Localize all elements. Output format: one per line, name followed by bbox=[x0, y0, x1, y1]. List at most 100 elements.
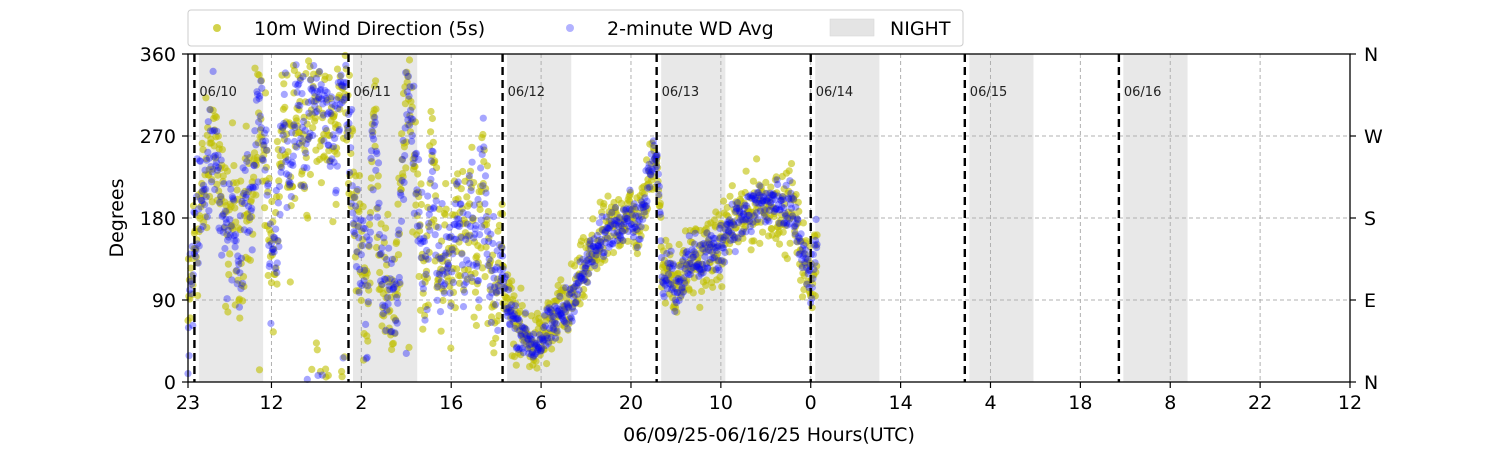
scatter-point bbox=[514, 314, 522, 322]
scatter-point bbox=[332, 200, 340, 208]
scatter-point bbox=[211, 126, 219, 134]
scatter-point bbox=[370, 113, 378, 121]
scatter-point bbox=[608, 239, 616, 248]
scatter-point bbox=[777, 196, 785, 205]
scatter-point bbox=[445, 233, 453, 241]
scatter-point bbox=[331, 134, 339, 142]
scatter-point bbox=[537, 346, 545, 354]
scatter-point bbox=[563, 299, 571, 308]
scatter-point bbox=[294, 101, 302, 109]
scatter-point bbox=[366, 209, 375, 217]
scatter-point bbox=[667, 259, 675, 267]
scatter-point bbox=[742, 167, 750, 175]
scatter-point bbox=[513, 343, 521, 351]
scatter-point bbox=[409, 159, 417, 167]
scatter-point bbox=[411, 154, 419, 162]
scatter-point bbox=[365, 236, 373, 244]
scatter-point bbox=[604, 192, 612, 200]
scatter-point bbox=[372, 243, 381, 252]
scatter-point bbox=[391, 330, 399, 338]
scatter-point bbox=[555, 336, 564, 344]
scatter-point bbox=[507, 308, 515, 316]
scatter-point bbox=[662, 277, 670, 285]
scatter-point bbox=[282, 153, 290, 161]
scatter-point bbox=[543, 360, 551, 368]
scatter-point bbox=[296, 102, 304, 110]
scatter-point bbox=[611, 217, 619, 225]
scatter-point bbox=[621, 213, 629, 221]
scatter-point bbox=[601, 256, 609, 264]
scatter-point bbox=[423, 246, 431, 254]
scatter-point bbox=[730, 218, 738, 226]
scatter-point bbox=[586, 240, 594, 248]
scatter-point bbox=[228, 193, 236, 201]
scatter-point bbox=[666, 251, 674, 259]
scatter-point bbox=[704, 246, 713, 254]
scatter-point bbox=[373, 213, 381, 221]
scatter-point bbox=[380, 238, 388, 246]
scatter-point bbox=[446, 282, 454, 290]
scatter-point bbox=[444, 261, 453, 270]
scatter-point bbox=[466, 167, 475, 175]
scatter-point bbox=[274, 146, 282, 154]
scatter-point bbox=[593, 265, 601, 273]
scatter-point bbox=[456, 220, 464, 228]
scatter-point bbox=[711, 234, 719, 243]
scatter-point bbox=[726, 236, 735, 245]
scatter-point bbox=[241, 166, 249, 174]
scatter-point bbox=[224, 260, 232, 268]
scatter-point bbox=[785, 220, 793, 228]
scatter-point bbox=[252, 96, 261, 104]
scatter-point bbox=[457, 200, 465, 208]
scatter-point bbox=[476, 145, 484, 153]
scatter-point bbox=[489, 213, 498, 221]
scatter-point bbox=[258, 133, 266, 141]
scatter-point bbox=[405, 92, 413, 100]
scatter-point bbox=[202, 94, 210, 102]
scatter-point bbox=[221, 244, 229, 253]
scatter-point bbox=[811, 292, 819, 300]
scatter-point bbox=[480, 237, 488, 245]
scatter-point bbox=[394, 299, 402, 307]
scatter-point bbox=[216, 227, 224, 235]
scatter-point bbox=[447, 299, 455, 307]
scatter-point bbox=[284, 148, 292, 156]
scatter-point bbox=[471, 269, 479, 277]
scatter-point bbox=[455, 215, 463, 223]
scatter-point bbox=[719, 244, 728, 252]
scatter-point bbox=[224, 227, 232, 235]
scatter-point bbox=[219, 172, 227, 180]
scatter-point bbox=[397, 191, 405, 199]
scatter-point bbox=[427, 107, 435, 116]
scatter-point bbox=[380, 275, 388, 283]
scatter-point bbox=[532, 350, 540, 358]
scatter-point bbox=[366, 213, 374, 221]
scatter-point bbox=[242, 193, 250, 202]
scatter-point bbox=[751, 195, 759, 203]
scatter-point bbox=[606, 240, 614, 248]
scatter-point bbox=[442, 205, 450, 213]
scatter-point bbox=[725, 228, 733, 236]
scatter-point bbox=[616, 213, 624, 221]
day-boundary-label: 06/13 bbox=[662, 85, 699, 100]
scatter-point bbox=[326, 157, 334, 165]
scatter-point bbox=[209, 127, 217, 135]
scatter-point bbox=[573, 290, 582, 298]
scatter-point bbox=[675, 278, 683, 286]
scatter-point bbox=[473, 262, 481, 270]
scatter-point bbox=[488, 313, 496, 321]
scatter-point bbox=[304, 98, 312, 106]
scatter-point bbox=[512, 300, 520, 308]
scatter-point bbox=[603, 226, 611, 234]
scatter-point bbox=[626, 188, 635, 196]
scatter-point bbox=[303, 120, 311, 128]
scatter-point bbox=[806, 242, 814, 250]
scatter-point bbox=[252, 191, 260, 199]
scatter-point bbox=[382, 224, 390, 232]
scatter-point bbox=[521, 330, 529, 338]
scatter-point bbox=[224, 236, 232, 244]
scatter-point bbox=[715, 266, 723, 274]
scatter-point bbox=[649, 137, 658, 145]
scatter-point bbox=[188, 242, 196, 250]
scatter-point bbox=[209, 67, 217, 75]
